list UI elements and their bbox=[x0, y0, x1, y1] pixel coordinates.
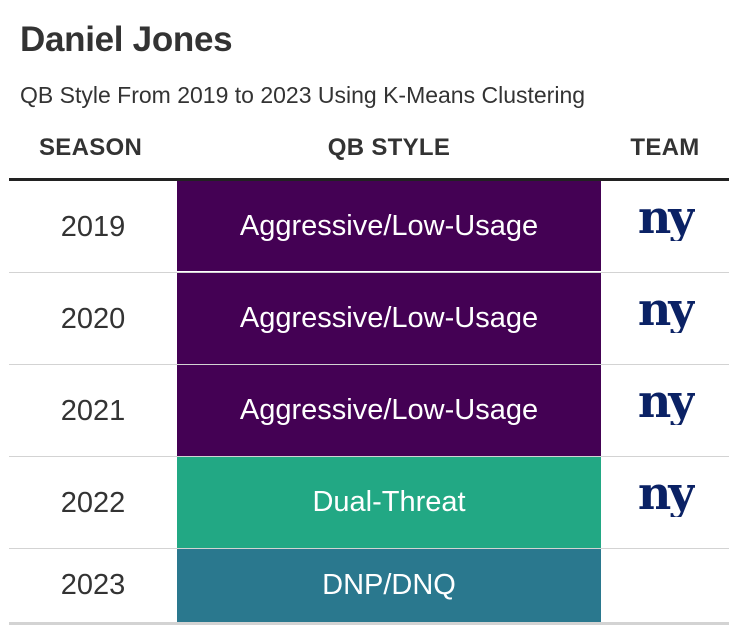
column-header-qb-style: QB STYLE bbox=[327, 134, 451, 161]
page-subtitle: QB Style From 2019 to 2023 Using K-Means… bbox=[20, 82, 586, 108]
ny-giants-logo-icon: ny bbox=[638, 471, 695, 517]
header-divider bbox=[9, 178, 729, 181]
table-row: 2023 DNP/DNQ bbox=[9, 549, 729, 622]
row-divider bbox=[9, 548, 729, 549]
table-row: 2022 Dual-Threat ny bbox=[9, 457, 729, 549]
team-cell: ny bbox=[601, 181, 729, 273]
qb-style-cell: DNP/DNQ bbox=[177, 549, 601, 622]
ny-giants-logo-icon: ny bbox=[638, 379, 695, 425]
table-bottom-border bbox=[9, 622, 729, 625]
ny-giants-logo-icon: ny bbox=[638, 195, 695, 241]
qb-style-cell: Aggressive/Low-Usage bbox=[177, 273, 601, 364]
page-title: Daniel Jones bbox=[20, 20, 233, 59]
column-header-season: SEASON bbox=[39, 134, 143, 161]
ny-giants-logo-icon: ny bbox=[638, 287, 695, 333]
svg-text:ny: ny bbox=[638, 379, 695, 425]
svg-text:ny: ny bbox=[638, 287, 695, 333]
row-divider bbox=[9, 272, 729, 273]
team-cell bbox=[601, 549, 729, 622]
season-cell: 2021 bbox=[60, 394, 126, 427]
season-cell: 2020 bbox=[60, 302, 126, 335]
svg-text:ny: ny bbox=[638, 471, 695, 517]
team-cell: ny bbox=[601, 457, 729, 549]
team-cell: ny bbox=[601, 273, 729, 365]
season-cell: 2019 bbox=[60, 210, 126, 243]
table-row: 2021 Aggressive/Low-Usage ny bbox=[9, 365, 729, 457]
table-row: 2019 Aggressive/Low-Usage ny bbox=[9, 181, 729, 273]
svg-text:ny: ny bbox=[638, 195, 695, 241]
season-cell: 2023 bbox=[60, 569, 126, 601]
qb-style-cell: Dual-Threat bbox=[177, 457, 601, 548]
qb-style-cell: Aggressive/Low-Usage bbox=[177, 181, 601, 271]
qb-style-cell: Aggressive/Low-Usage bbox=[177, 365, 601, 456]
row-divider bbox=[9, 364, 729, 365]
season-cell: 2022 bbox=[60, 486, 126, 519]
column-header-team: TEAM bbox=[630, 134, 700, 161]
table-row: 2020 Aggressive/Low-Usage ny bbox=[9, 273, 729, 365]
row-divider bbox=[9, 456, 729, 457]
team-cell: ny bbox=[601, 365, 729, 457]
